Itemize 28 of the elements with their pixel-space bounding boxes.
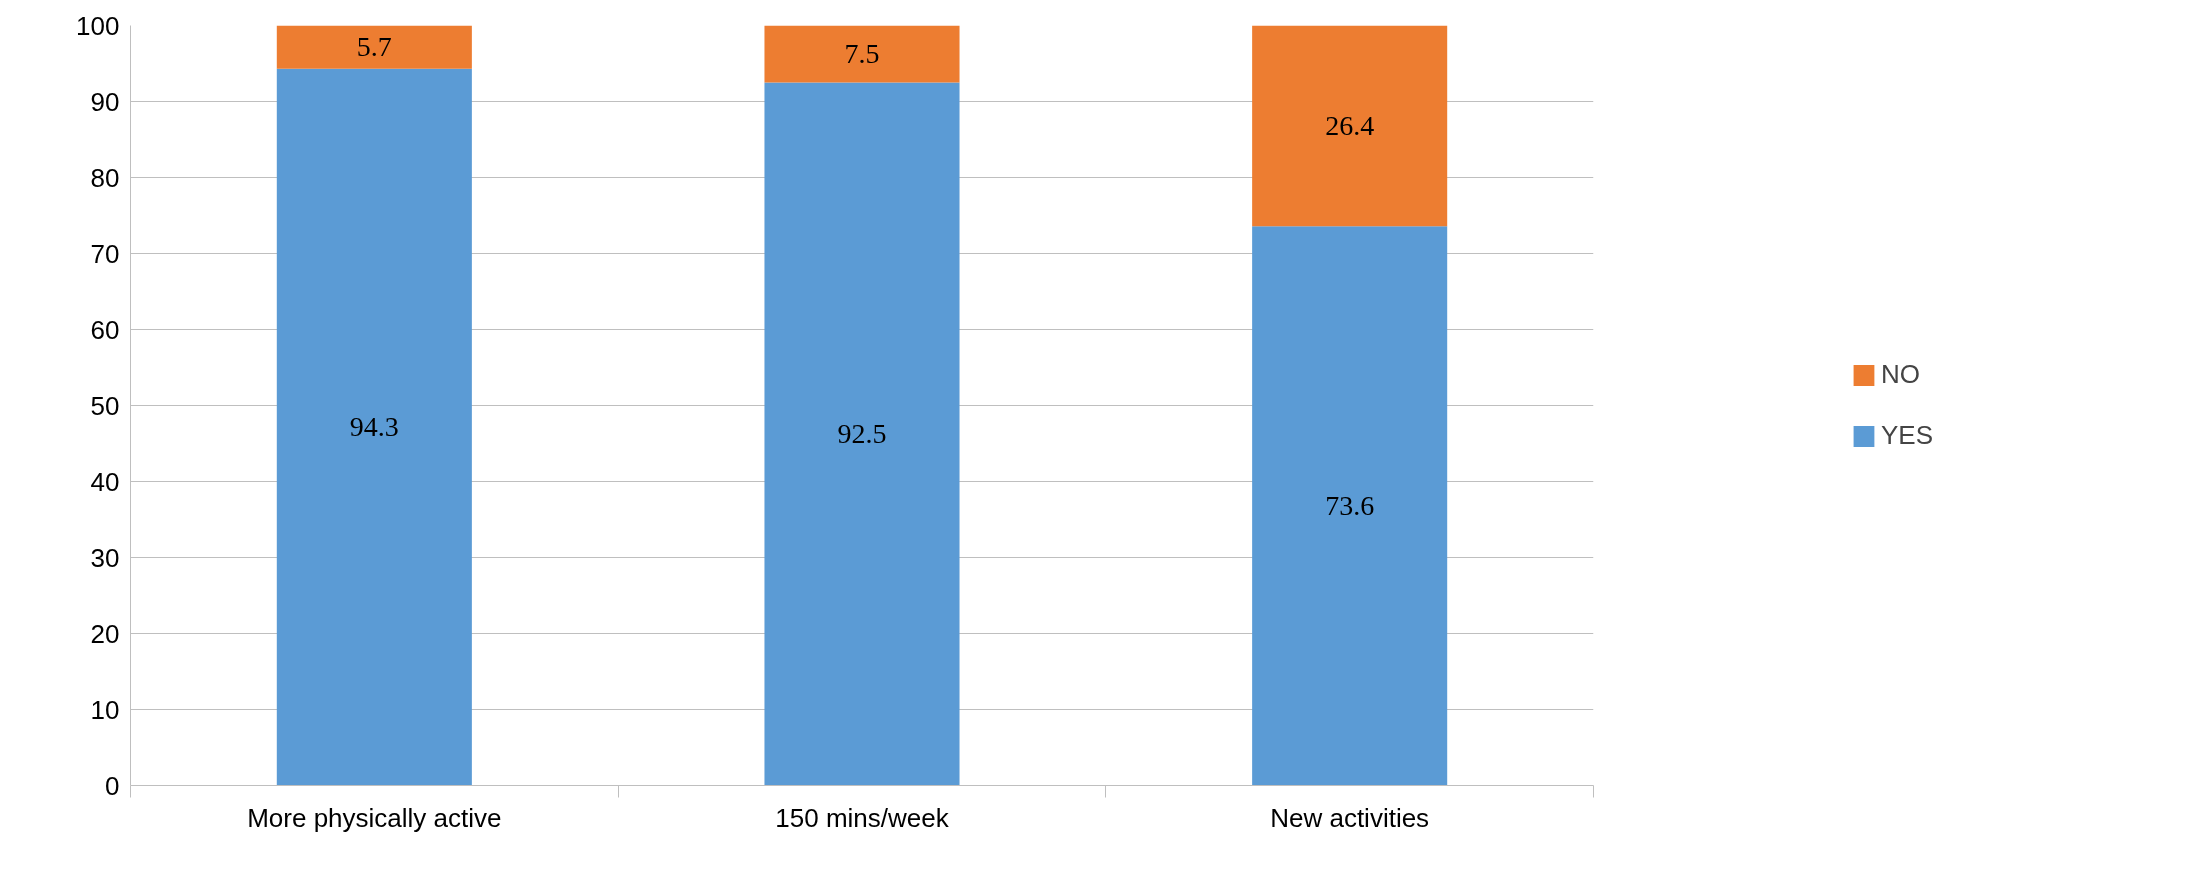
bar <box>764 82 960 786</box>
bar <box>1252 25 1448 227</box>
x-tick-label: 150 mins/week <box>775 802 950 833</box>
bar <box>276 68 472 786</box>
data-label: 92.5 <box>837 418 887 449</box>
bar <box>1252 226 1448 786</box>
bar <box>276 25 472 69</box>
y-tick-label: 100 <box>76 10 120 41</box>
y-tick-label: 20 <box>90 618 120 649</box>
y-tick-label: 50 <box>90 390 120 421</box>
y-tick-label: 40 <box>90 466 120 497</box>
data-label: 7.5 <box>844 38 880 69</box>
y-tick-label: 0 <box>105 770 120 801</box>
y-tick-label: 80 <box>90 162 120 193</box>
y-tick-label: 60 <box>90 314 120 345</box>
y-tick-label: 90 <box>90 86 120 117</box>
x-tick-label: More physically active <box>247 802 502 833</box>
y-tick-label: 70 <box>90 238 120 269</box>
legend-label: YES <box>1880 420 1934 451</box>
data-label: 94.3 <box>349 411 399 443</box>
data-label: 73.6 <box>1325 489 1375 521</box>
y-tick-label: 10 <box>90 694 120 725</box>
x-tick-label: New activities <box>1270 802 1430 833</box>
data-label: 26.4 <box>1325 109 1375 141</box>
y-tick-label: 30 <box>90 542 120 573</box>
bar <box>764 25 960 83</box>
legend-label: NO <box>1880 359 1920 390</box>
data-label: 5.7 <box>356 31 392 63</box>
